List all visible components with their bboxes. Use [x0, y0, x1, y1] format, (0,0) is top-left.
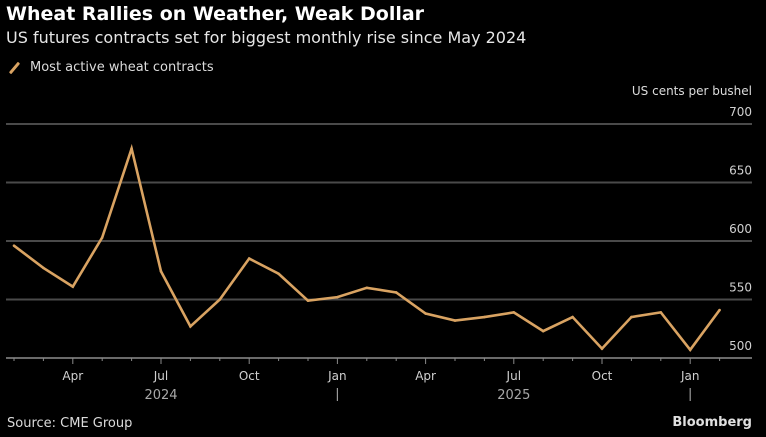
x-tick-label: Jul — [506, 369, 521, 383]
y-tick-label: 550 — [729, 281, 752, 295]
legend-label: Most active wheat contracts — [30, 60, 214, 75]
bloomberg-logo: Bloomberg — [672, 415, 752, 430]
data-point — [365, 286, 369, 290]
x-tick-label: Oct — [239, 369, 260, 383]
y-axis-ticks: 700 650 600 550 500 — [729, 105, 752, 353]
data-point — [453, 319, 457, 322]
data-point — [336, 295, 339, 299]
data-point — [189, 325, 192, 328]
data-point — [218, 298, 222, 301]
data-point — [718, 308, 721, 312]
data-point — [130, 147, 133, 150]
data-point — [688, 348, 692, 352]
x-tick-label: Jan — [680, 369, 700, 383]
y-tick-label: 500 — [729, 339, 752, 353]
data-point — [571, 315, 574, 319]
gridlines — [6, 123, 752, 359]
y-tick-label: 650 — [729, 164, 752, 178]
legend: Most active wheat contracts — [8, 60, 214, 75]
year-label: 2025 — [497, 388, 530, 403]
year-label: 2024 — [144, 388, 177, 403]
data-point — [42, 266, 45, 270]
data-point — [483, 315, 486, 319]
data-point — [12, 244, 16, 247]
data-point — [512, 311, 516, 314]
data-point — [600, 347, 604, 350]
data-point — [630, 315, 633, 319]
data-point — [159, 270, 163, 273]
data-point — [424, 312, 427, 315]
x-axis: Apr Jul Oct Jan Apr Jul Oct Jan 2024 2025 — [13, 358, 721, 403]
chart-title: Wheat Rallies on Weather, Weak Dollar — [6, 3, 425, 25]
series-lines — [12, 143, 721, 352]
data-point — [659, 311, 663, 314]
data-point — [394, 291, 398, 294]
x-tick-label: Jul — [153, 369, 168, 383]
data-point — [100, 236, 104, 239]
data-point — [247, 257, 251, 260]
y-axis-unit-label: US cents per bushel — [632, 84, 752, 98]
x-tick-label: Jan — [327, 369, 347, 383]
chart-subtitle: US futures contracts set for biggest mon… — [6, 28, 527, 47]
y-tick-label: 700 — [729, 105, 752, 119]
data-point — [541, 329, 545, 333]
data-point — [277, 272, 280, 276]
data-point — [306, 299, 310, 302]
series-line-wheat — [13, 143, 721, 352]
source-note: Source: CME Group — [7, 416, 133, 431]
data-point — [71, 285, 75, 288]
x-tick-label: Apr — [415, 369, 436, 383]
y-tick-label: 600 — [729, 222, 752, 236]
x-tick-label: Apr — [62, 369, 83, 383]
x-tick-label: Oct — [592, 369, 613, 383]
